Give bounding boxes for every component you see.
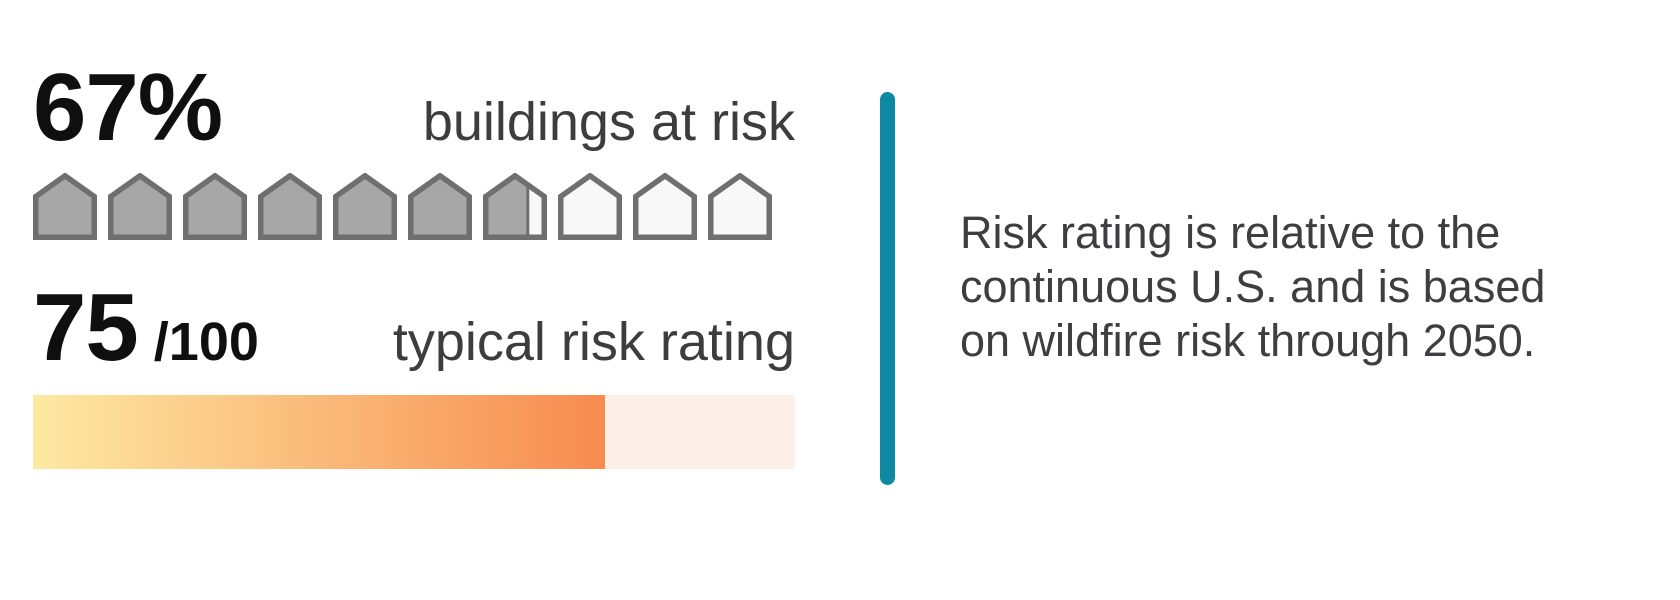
risk-description: Risk rating is relative to the continuou… xyxy=(960,206,1545,368)
buildings-at-risk-label: buildings at risk xyxy=(422,92,795,152)
risk-rating-label: typical risk rating xyxy=(392,312,795,372)
vertical-divider xyxy=(880,92,895,485)
house-icon xyxy=(333,173,397,240)
house-icon xyxy=(708,173,772,240)
risk-description-line: on wildfire risk through 2050. xyxy=(960,315,1536,366)
house-icon xyxy=(258,173,322,240)
buildings-at-risk-value: 67% xyxy=(33,54,223,161)
house-icon xyxy=(108,173,172,240)
risk-rating-value-group: 75/100 xyxy=(33,280,259,376)
risk-rating-denominator: /100 xyxy=(153,312,259,372)
house-icon xyxy=(183,173,247,240)
risk-rating-value: 75 xyxy=(33,274,139,381)
risk-description-line: Risk rating is relative to the xyxy=(960,207,1501,258)
house-icon xyxy=(633,173,697,240)
house-icon xyxy=(33,173,97,240)
house-icon xyxy=(558,173,622,240)
risk-bar-fill xyxy=(33,395,605,469)
house-icon xyxy=(483,173,547,240)
buildings-at-risk-row: 67% buildings at risk xyxy=(33,60,795,156)
risk-bar-track xyxy=(33,395,795,469)
house-icon xyxy=(408,173,472,240)
house-row xyxy=(33,173,772,240)
risk-description-line: continuous U.S. and is based xyxy=(960,261,1546,312)
risk-rating-row: 75/100 typical risk rating xyxy=(33,280,795,376)
